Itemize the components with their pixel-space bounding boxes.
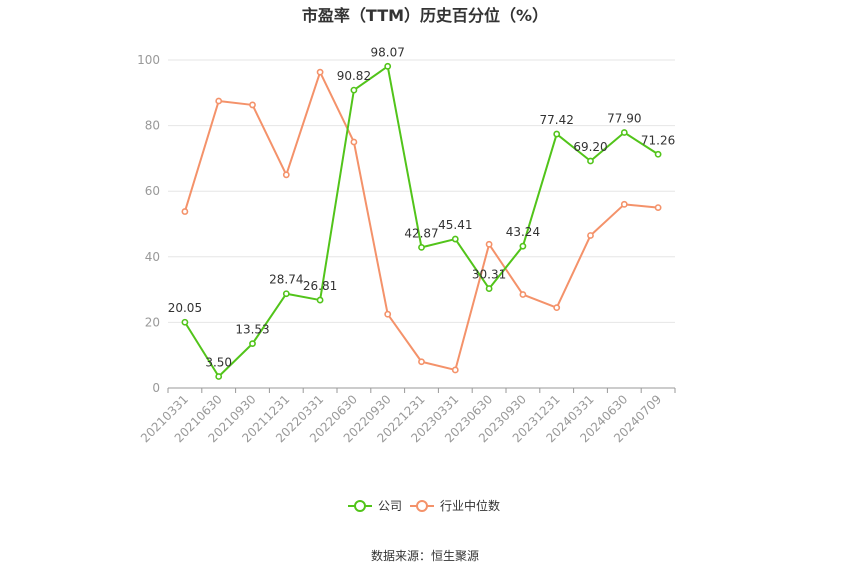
data-point — [485, 285, 493, 292]
y-tick-label: 0 — [152, 381, 160, 395]
y-tick-label: 20 — [145, 315, 160, 329]
legend-item-industry-median[interactable]: 行业中位数 — [410, 498, 500, 513]
data-label: 28.74 — [269, 273, 303, 287]
data-point — [249, 340, 256, 348]
data-label: 43.24 — [506, 225, 540, 239]
data-point — [519, 242, 527, 250]
data-point — [654, 204, 662, 211]
data-point — [384, 310, 392, 318]
data-label: 77.90 — [607, 111, 641, 125]
source-note: 数据来源：恒生聚源 — [371, 548, 479, 563]
y-tick-label: 60 — [145, 184, 160, 198]
data-point — [316, 68, 324, 76]
data-point — [451, 235, 459, 243]
data-label: 20.05 — [168, 301, 202, 315]
data-point — [418, 243, 425, 251]
data-label: 30.31 — [472, 268, 506, 282]
data-point — [620, 200, 628, 208]
data-label: 77.42 — [540, 113, 574, 127]
y-tick-label: 80 — [145, 119, 160, 133]
y-tick-label: 40 — [145, 250, 160, 264]
legend-marker — [416, 500, 428, 512]
data-point — [215, 97, 223, 105]
data-point — [620, 129, 628, 136]
data-point — [519, 291, 527, 298]
data-point — [350, 138, 358, 146]
legend-label: 行业中位数 — [440, 498, 500, 513]
data-label: 3.50 — [205, 356, 232, 370]
y-tick-label: 100 — [137, 53, 160, 67]
data-point — [384, 62, 392, 70]
data-point — [418, 358, 425, 366]
series-industry-median — [181, 68, 662, 374]
data-point — [654, 150, 662, 158]
data-point — [485, 240, 493, 248]
data-point — [350, 86, 358, 94]
legend-item-company[interactable]: 公司 — [348, 499, 402, 513]
data-point — [587, 232, 594, 239]
data-label: 98.07 — [371, 45, 405, 59]
data-point — [553, 130, 561, 138]
grid — [168, 59, 675, 323]
data-point — [181, 318, 189, 326]
data-point — [587, 157, 594, 165]
chart-title: 市盈率（TTM）历史百分位（%） — [302, 6, 548, 25]
data-point — [215, 373, 223, 380]
data-point — [282, 171, 290, 179]
data-label: 45.41 — [438, 218, 472, 232]
data-point — [282, 290, 290, 298]
legend[interactable]: 公司 行业中位数 — [348, 498, 500, 513]
data-point — [553, 304, 561, 312]
legend-label: 公司 — [378, 499, 402, 513]
data-point — [249, 101, 256, 109]
data-point — [181, 208, 189, 215]
data-label: 69.20 — [573, 140, 607, 154]
data-label: 42.87 — [404, 226, 438, 240]
data-label: 90.82 — [337, 69, 371, 83]
legend-marker — [354, 500, 366, 512]
y-axis: 0 20 40 60 80 100 — [137, 53, 160, 395]
x-axis: 2021033120210630202109302021123120220331… — [138, 387, 676, 445]
data-label: 26.81 — [303, 279, 337, 293]
data-point — [451, 366, 459, 374]
data-label: 13.53 — [235, 323, 269, 337]
data-point — [316, 296, 324, 304]
data-label: 71.26 — [641, 133, 675, 147]
